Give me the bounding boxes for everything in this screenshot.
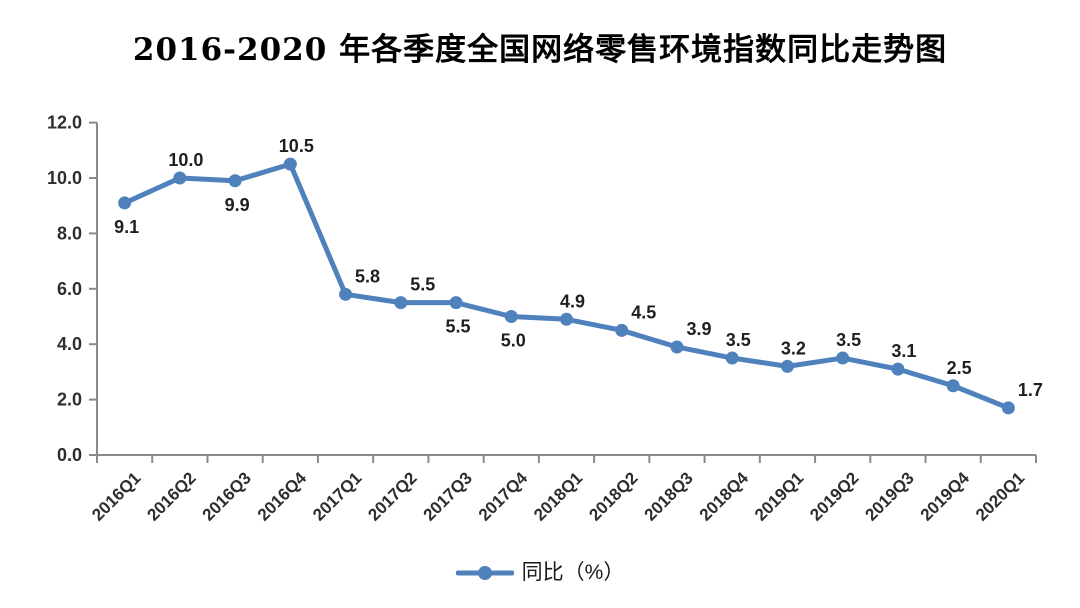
data-point [560,312,573,326]
x-tick-label: 2019Q3 [862,468,918,524]
data-point [173,171,187,185]
x-tick-label: 2017Q2 [364,468,420,524]
x-tick-label: 2016Q3 [199,468,255,524]
data-label: 9.1 [114,217,139,237]
legend: 同比（%） [0,562,1080,583]
x-tick-label: 2018Q1 [530,468,586,524]
y-tick-label: 4.0 [57,334,82,354]
x-tick-label: 2016Q2 [143,468,199,524]
data-label: 10.0 [168,150,203,170]
y-tick-label: 12.0 [47,113,82,133]
x-tick-label: 2019Q2 [806,468,862,524]
series-line [122,161,1011,411]
data-point [339,287,353,301]
y-tick-label: 8.0 [57,223,82,243]
data-point [780,359,794,373]
data-point [891,362,905,376]
x-tick-label: 2019Q4 [917,468,974,525]
y-tick-label: 0.0 [57,445,82,465]
data-label: 2.5 [947,358,972,378]
data-label: 5.5 [410,275,435,295]
data-label: 1.7 [1018,380,1043,400]
chart-title: 2016-2020 年各季度全国网络零售环境指数同比走势图 [132,32,948,68]
y-tick-label: 10.0 [47,168,82,188]
data-label: 4.5 [631,302,656,322]
legend-point [477,565,492,580]
data-point [1001,401,1015,415]
data-label: 10.5 [279,136,314,156]
data-point [228,174,242,188]
data-point [449,296,463,310]
x-tick-label: 2017Q4 [475,468,532,525]
data-label: 3.1 [891,341,916,361]
data-point [394,296,408,310]
data-point [118,196,132,210]
data-point [946,379,960,393]
legend-line-marker-icon [455,565,514,580]
data-point [615,323,629,337]
x-tick-label: 2018Q2 [585,468,641,524]
data-point [283,157,297,171]
data-label: 3.2 [781,338,806,358]
y-tick-label: 2.0 [57,390,82,410]
x-tick-label: 2018Q3 [641,468,697,524]
data-label: 9.9 [225,195,250,215]
data-label: 3.5 [836,330,861,350]
x-tick-label: 2016Q4 [254,468,311,525]
data-point [504,310,518,323]
data-label: 5.5 [446,317,471,337]
data-point [836,351,850,365]
x-tick-label: 2019Q1 [751,468,807,524]
data-label: 5.8 [355,266,380,286]
data-label: 5.0 [501,331,526,351]
legend-label: 同比（%） [521,561,625,584]
data-point [670,340,684,354]
x-tick-label: 2017Q1 [309,468,365,524]
data-label: 3.5 [726,330,751,350]
data-point [725,351,739,365]
data-label: 4.9 [560,291,585,311]
x-tick-label: 2016Q1 [88,468,144,524]
x-tick-label: 2017Q3 [420,468,476,524]
x-tick-label: 2020Q1 [972,468,1028,524]
x-tick-label: 2018Q4 [696,468,753,525]
data-label: 3.9 [686,319,711,339]
y-tick-label: 6.0 [57,279,82,299]
